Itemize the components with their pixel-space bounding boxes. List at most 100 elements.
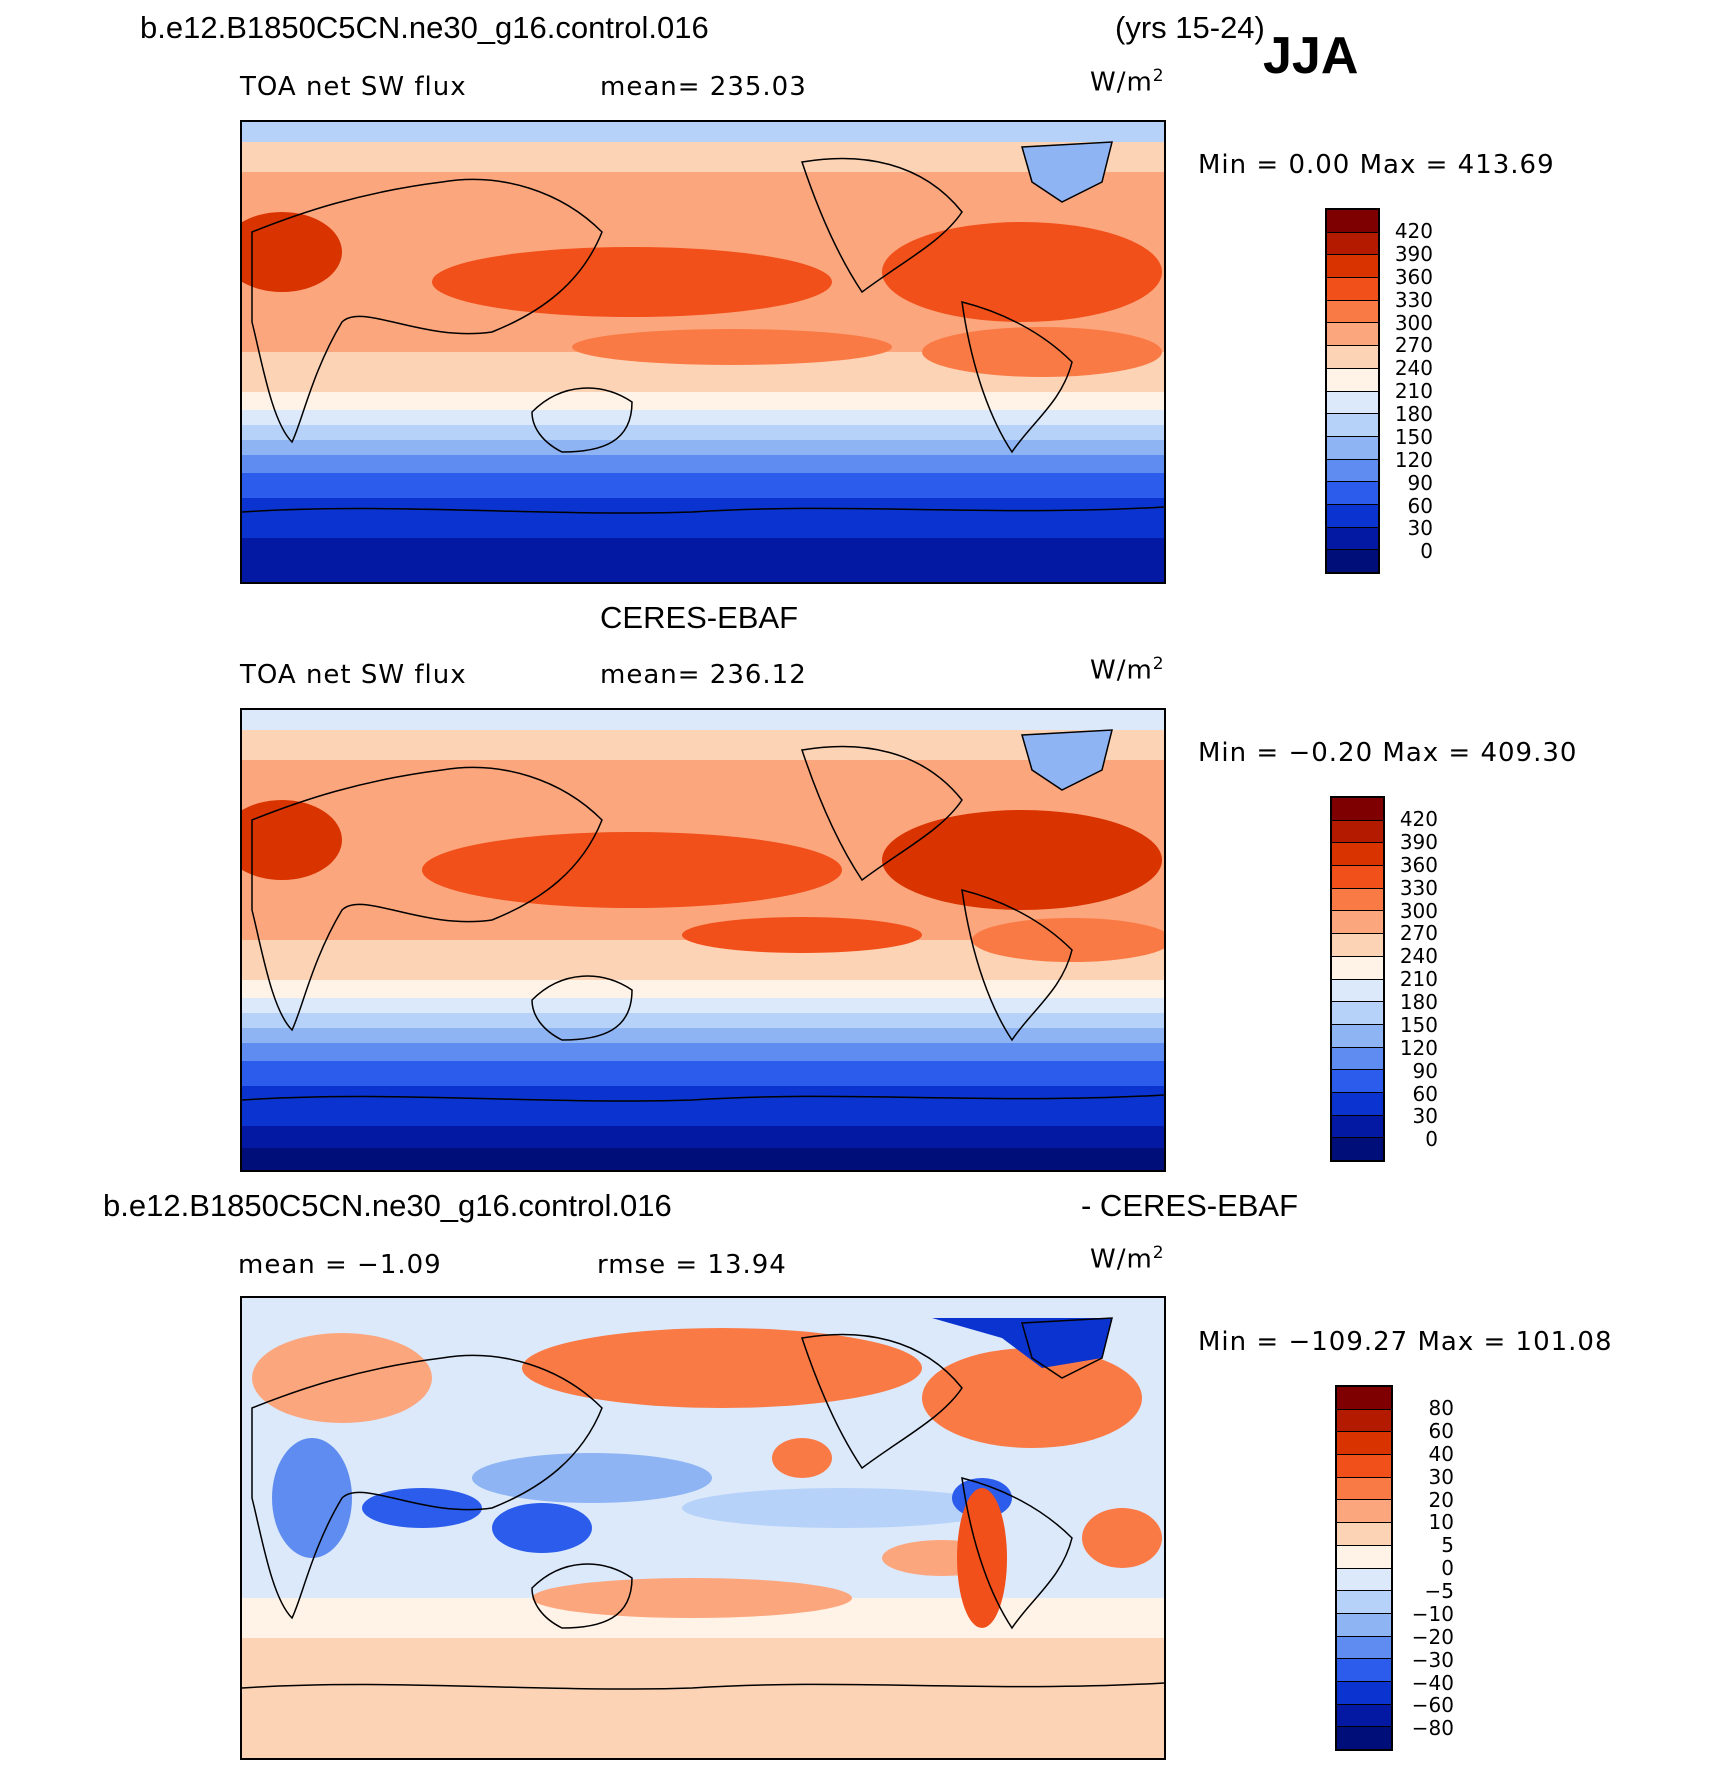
colorbar-tick-label: 180: [1394, 402, 1433, 426]
colorbar-tick-label: 330: [1394, 287, 1433, 312]
colorbar-swatch: [1327, 300, 1378, 324]
colorbar-swatch: [1327, 278, 1378, 301]
colorbar-tick-label: 390: [1399, 829, 1438, 854]
colorbar-tick-label: 30: [1412, 1104, 1438, 1129]
colorbar-tick-label: 60: [1407, 493, 1433, 518]
colorbar-tick-label: 240: [1399, 944, 1438, 969]
colorbar-tick-label: 0: [1425, 1127, 1438, 1152]
panel2-colorbar-ticks: 420 390 360 330 300 270 240 210 180 150 120 90 60 30 0: [1393, 808, 1438, 1151]
colorbar-swatch: [1327, 504, 1378, 528]
colorbar-tick-label: 360: [1399, 852, 1438, 877]
colorbar-tick-label: 90: [1407, 470, 1433, 495]
colorbar-swatch: [1327, 482, 1378, 505]
panel3-map: [240, 1296, 1166, 1760]
colorbar-swatch: [1327, 436, 1378, 460]
colorbar-tick-label: 0: [1441, 1556, 1454, 1581]
colorbar-tick-label: 150: [1394, 424, 1433, 449]
panel1-mean-label: mean= 235.03: [600, 72, 807, 102]
colorbar-swatch: [1332, 888, 1383, 912]
colorbar-tick-label: 390: [1394, 241, 1433, 266]
panel3-minmax: Min = −109.27 Max = 101.08: [1198, 1327, 1613, 1357]
panel2-colorbar: [1330, 796, 1385, 1162]
colorbar-tick-label: 90: [1412, 1058, 1438, 1083]
colorbar-swatch: [1332, 1024, 1383, 1048]
panel3-mean-label: mean = −1.09: [238, 1250, 442, 1280]
colorbar-tick-label: 420: [1394, 219, 1433, 243]
panel3-title-left: b.e12.B1850C5CN.ne30_g16.control.016: [103, 1188, 672, 1223]
colorbar-swatch: [1332, 798, 1383, 821]
colorbar-tick-label: 120: [1399, 1035, 1438, 1060]
colorbar-tick-label: 210: [1399, 967, 1438, 992]
colorbar-swatch: [1337, 1613, 1391, 1637]
colorbar-swatch: [1337, 1455, 1391, 1478]
colorbar-tick-label: 240: [1394, 356, 1433, 381]
colorbar-swatch: [1332, 1115, 1383, 1139]
panel1-map: [240, 120, 1166, 584]
panel1-colorbar-ticks: 420 390 360 330 300 270 240 210 180 150 120 90 60 30 0: [1388, 220, 1433, 563]
colorbar-tick-label: 270: [1399, 921, 1438, 946]
colorbar-swatch: [1327, 550, 1378, 572]
colorbar-tick-label: 180: [1399, 990, 1438, 1014]
season-label: JJA: [1263, 27, 1359, 85]
colorbar-tick-label: 30: [1428, 1464, 1454, 1489]
colorbar-tick-label: 60: [1412, 1081, 1438, 1106]
colorbar-swatch: [1337, 1704, 1391, 1728]
years-label: (yrs 15-24): [1115, 10, 1265, 45]
colorbar-swatch: [1327, 391, 1378, 415]
colorbar-swatch: [1337, 1636, 1391, 1660]
case-title: b.e12.B1850C5CN.ne30_g16.control.016: [140, 10, 709, 45]
colorbar-swatch: [1332, 1070, 1383, 1093]
colorbar-tick-label: −10: [1411, 1601, 1454, 1626]
colorbar-swatch: [1337, 1727, 1391, 1749]
colorbar-tick-label: 0: [1420, 539, 1433, 564]
colorbar-swatch: [1332, 1047, 1383, 1071]
colorbar-tick-label: 210: [1394, 379, 1433, 404]
colorbar-swatch: [1337, 1591, 1391, 1614]
colorbar-swatch: [1332, 1002, 1383, 1025]
colorbar-tick-label: 150: [1399, 1012, 1438, 1037]
panel3-title-right: - CERES-EBAF: [1081, 1188, 1299, 1223]
colorbar-swatch: [1327, 459, 1378, 483]
colorbar-tick-label: 270: [1394, 333, 1433, 358]
colorbar-tick-label: 120: [1394, 447, 1433, 472]
colorbar-tick-label: 360: [1394, 264, 1433, 289]
colorbar-swatch: [1332, 866, 1383, 889]
colorbar-swatch: [1332, 956, 1383, 980]
colorbar-swatch: [1337, 1568, 1391, 1592]
panel3-diff-plot: [242, 1298, 1164, 1758]
panel3-colorbar-ticks: 80 60 40 30 20 10 5 0 −5 −10 −20 −30 −40 −60 −80: [1398, 1397, 1454, 1740]
panel2-title: CERES-EBAF: [600, 600, 799, 635]
colorbar-tick-label: 10: [1428, 1510, 1454, 1535]
panel3-colorbar: [1335, 1385, 1393, 1751]
colorbar-tick-label: −60: [1411, 1693, 1454, 1718]
colorbar-tick-label: −80: [1411, 1716, 1454, 1741]
panel1-field-label: TOA net SW flux: [240, 72, 467, 102]
colorbar-swatch: [1337, 1432, 1391, 1456]
colorbar-swatch: [1332, 1138, 1383, 1160]
colorbar-tick-label: 420: [1399, 807, 1438, 831]
colorbar-swatch: [1327, 346, 1378, 369]
colorbar-swatch: [1337, 1500, 1391, 1524]
colorbar-swatch: [1332, 820, 1383, 844]
panel3-rmse-label: rmse = 13.94: [597, 1250, 787, 1280]
colorbar-tick-label: 5: [1441, 1533, 1454, 1558]
colorbar-swatch: [1337, 1681, 1391, 1705]
colorbar-swatch: [1332, 843, 1383, 867]
colorbar-swatch: [1337, 1387, 1391, 1410]
colorbar-tick-label: 40: [1428, 1441, 1454, 1466]
colorbar-swatch: [1337, 1477, 1391, 1501]
panel2-minmax: Min = −0.20 Max = 409.30: [1198, 738, 1578, 768]
colorbar-swatch: [1332, 1092, 1383, 1116]
colorbar-swatch: [1327, 368, 1378, 392]
colorbar-swatch: [1327, 414, 1378, 437]
colorbar-swatch: [1327, 323, 1378, 347]
colorbar-swatch: [1332, 979, 1383, 1003]
panel1-units: W/m2: [1090, 66, 1165, 98]
panel1-minmax: Min = 0.00 Max = 413.69: [1198, 150, 1555, 180]
colorbar-swatch: [1337, 1409, 1391, 1433]
colorbar-tick-label: 80: [1428, 1396, 1454, 1420]
panel2-field-label: TOA net SW flux: [240, 660, 467, 690]
colorbar-tick-label: 300: [1394, 310, 1433, 335]
colorbar-tick-label: −40: [1411, 1670, 1454, 1695]
colorbar-tick-label: 30: [1407, 516, 1433, 541]
